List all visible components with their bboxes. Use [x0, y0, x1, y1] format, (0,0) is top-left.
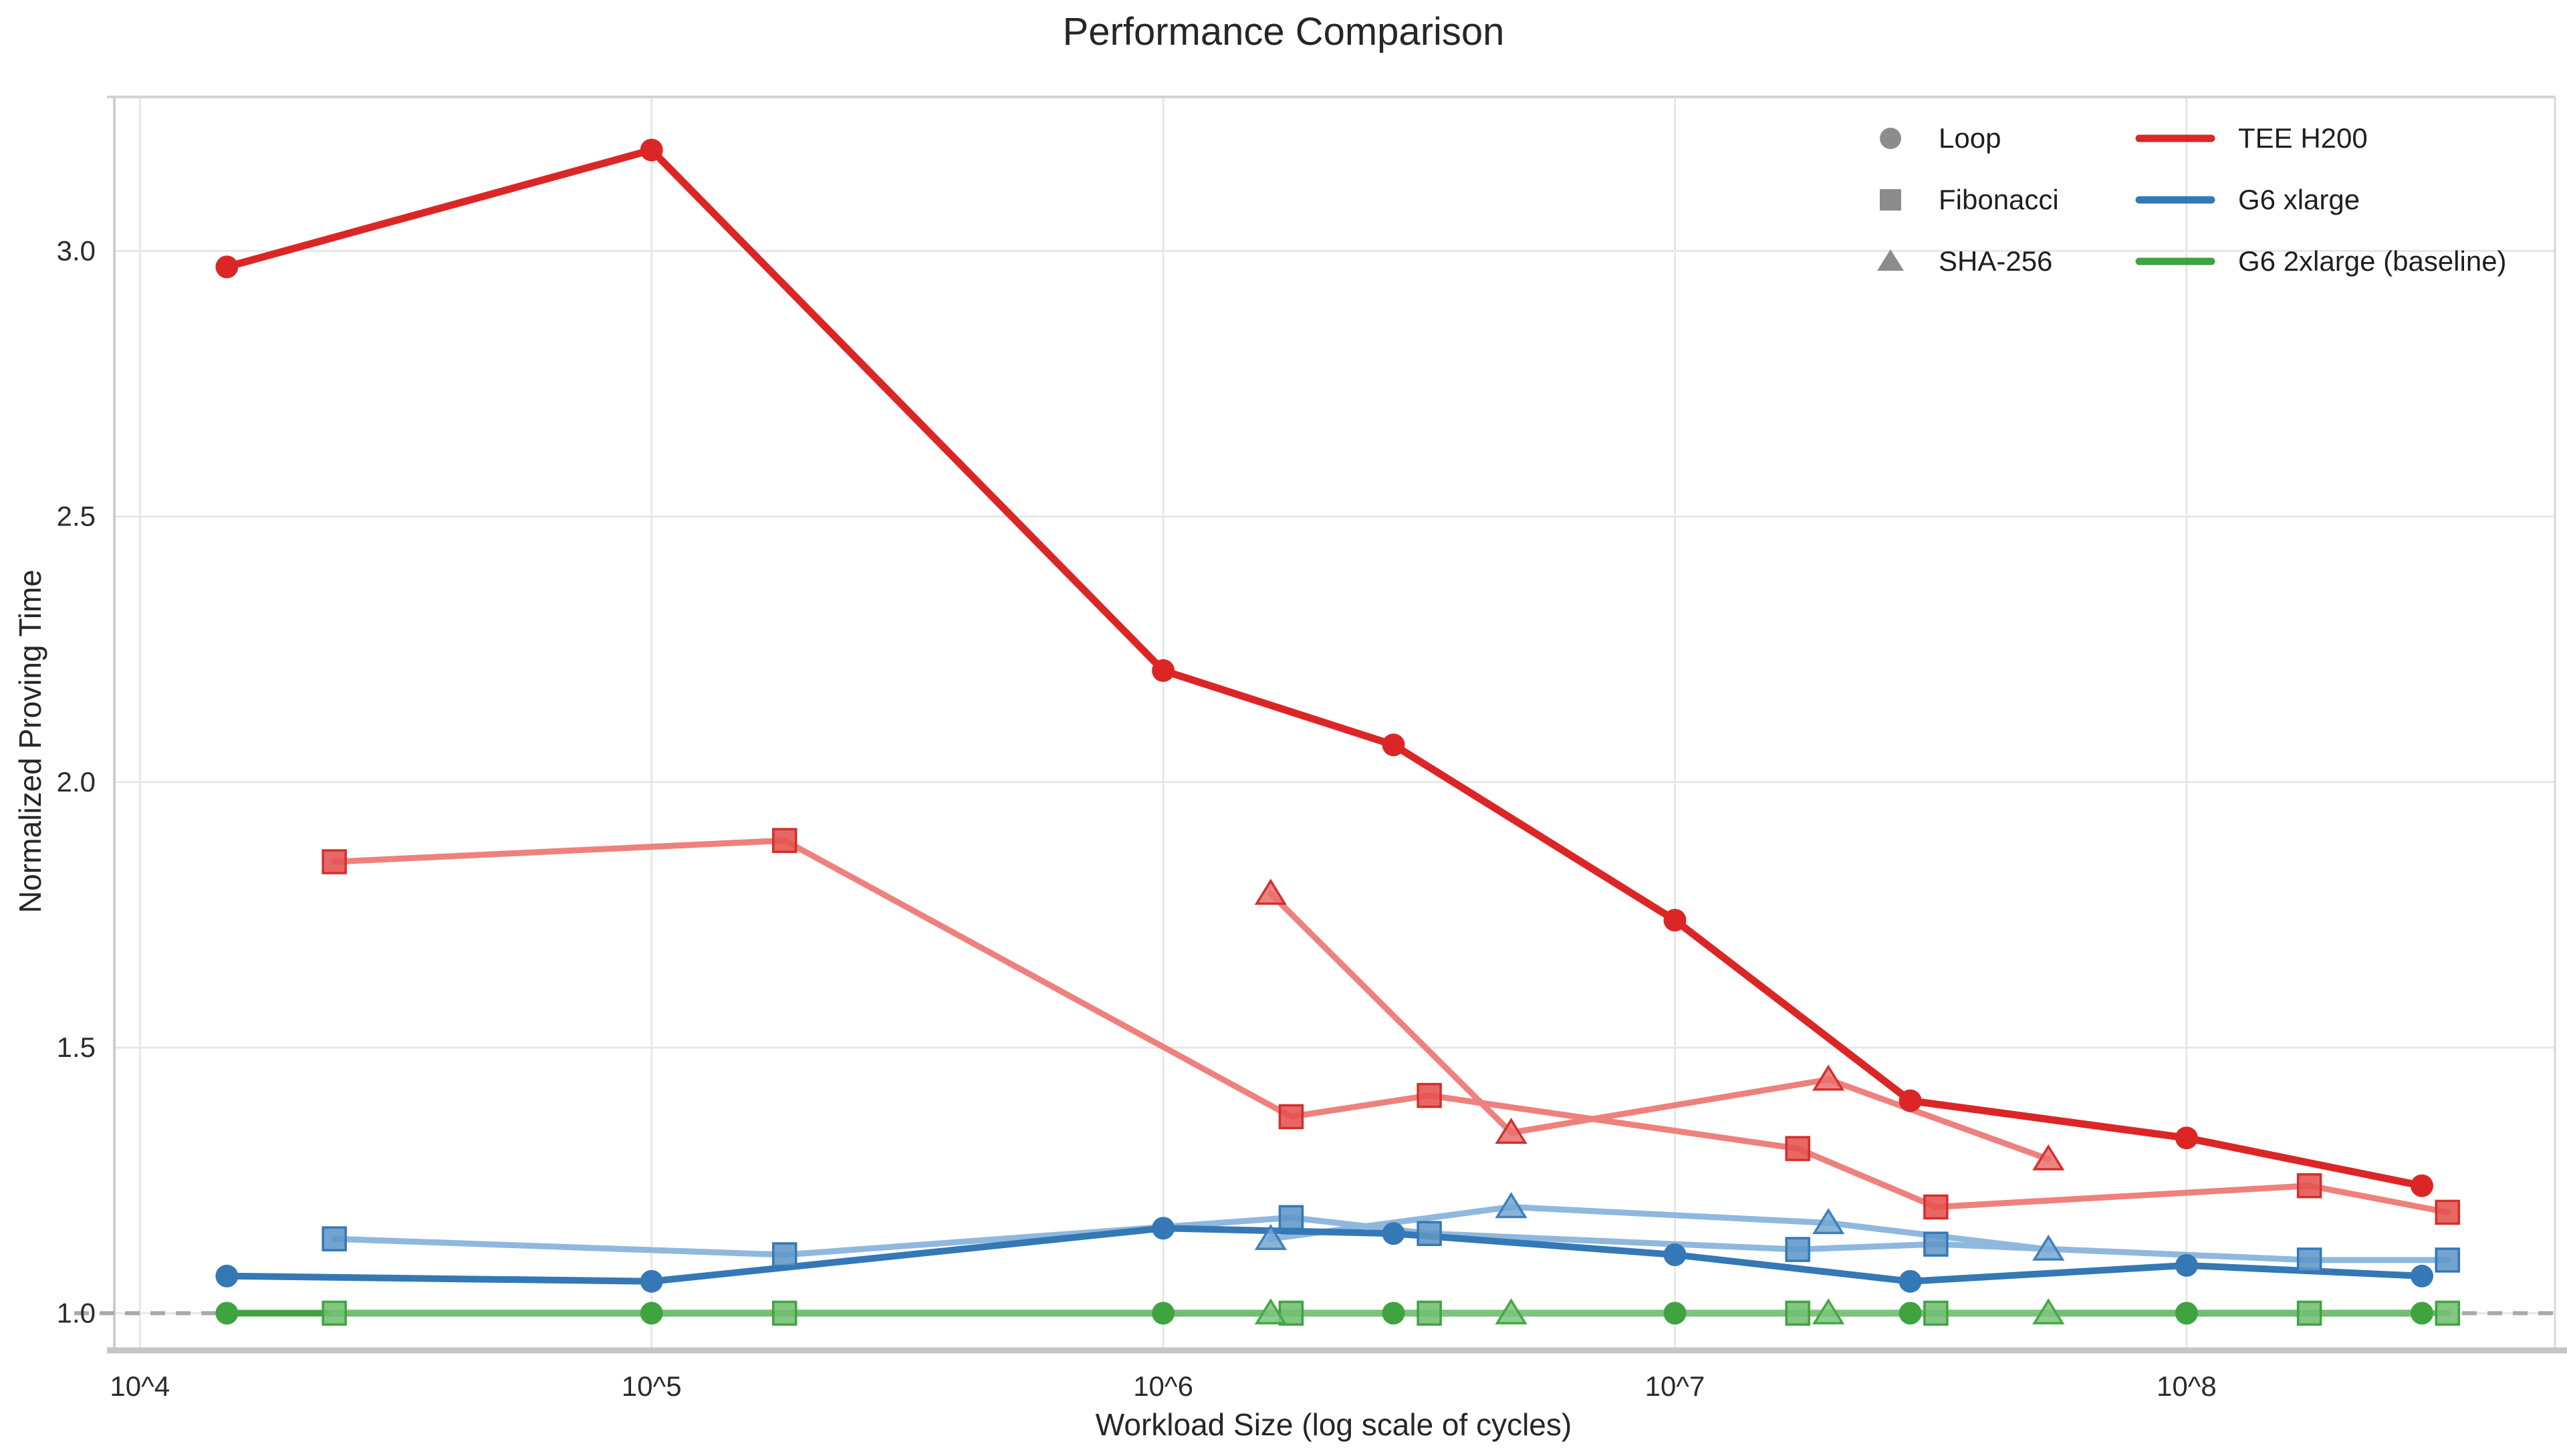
marker-circle-tee-h200 [1663, 908, 1687, 932]
series-line-tee-h200-loop [223, 146, 2426, 1190]
legend-workload-label: Fibonacci [1939, 184, 2059, 215]
legend-instance-label: G6 xlarge [2238, 184, 2360, 215]
marker-circle-g6-2xlarge-baseline- [640, 1302, 663, 1325]
marker-square-g6-2xlarge-baseline- [1923, 1300, 1949, 1326]
marker-circle-g6-xlarge [2410, 1264, 2433, 1288]
marker-square-tee-h200 [1278, 1104, 1304, 1130]
marker-square-tee-h200 [771, 828, 798, 854]
marker-triangle-tee-h200 [2032, 1144, 2065, 1171]
marker-triangle-g6-xlarge [1812, 1207, 1845, 1235]
marker-triangle-g6-xlarge [1495, 1192, 1527, 1219]
marker-triangle-g6-2xlarge-baseline- [2032, 1298, 2065, 1325]
page-title: Performance Comparison [1062, 10, 1505, 53]
marker-circle-g6-xlarge [1663, 1243, 1687, 1266]
marker-circle-tee-h200 [1382, 733, 1405, 757]
marker-triangle-g6-2xlarge-baseline- [1812, 1298, 1845, 1325]
marker-circle-g6-xlarge [2175, 1253, 2198, 1277]
marker-triangle-g6-xlarge [2032, 1234, 2065, 1261]
series-line-g6-xlarge-fibonacci [331, 1214, 2451, 1263]
marker-square-g6-2xlarge-baseline- [1785, 1300, 1810, 1326]
legend-workload-label: Loop [1939, 122, 2001, 154]
marker-triangle-tee-h200 [1495, 1117, 1527, 1144]
legend-workload-label: SHA-256 [1939, 245, 2052, 277]
x-tick-label: 10^6 [1133, 1370, 1193, 1402]
marker-circle-g6-xlarge [215, 1264, 239, 1288]
y-tick-label: 1.0 [57, 1297, 96, 1328]
x-tick-label: 10^5 [622, 1370, 682, 1402]
marker-square-g6-xlarge [2296, 1247, 2322, 1273]
marker-circle-tee-h200 [215, 255, 239, 279]
marker-triangle-g6-2xlarge-baseline- [1254, 1298, 1287, 1325]
legend-square-icon [1880, 189, 1901, 211]
marker-square-g6-xlarge [2435, 1247, 2461, 1273]
y-tick-label: 2.5 [57, 501, 96, 532]
marker-circle-g6-2xlarge-baseline- [1382, 1302, 1405, 1325]
marker-triangle-g6-xlarge [1254, 1223, 1287, 1250]
marker-circle-g6-2xlarge-baseline- [1663, 1302, 1687, 1325]
x-axis-label: Workload Size (log scale of cycles) [1095, 1407, 1572, 1442]
series-line-g6-xlarge-loop [223, 1225, 2425, 1285]
marker-triangle-tee-h200 [1254, 878, 1287, 905]
x-tick-label: 10^7 [1645, 1370, 1705, 1402]
marker-square-tee-h200 [1923, 1194, 1949, 1220]
marker-circle-g6-2xlarge-baseline- [215, 1302, 239, 1325]
series-line-tee-h200-fibonacci [331, 837, 2451, 1215]
marker-square-g6-2xlarge-baseline- [2435, 1300, 2461, 1326]
marker-square-g6-xlarge [771, 1242, 798, 1267]
marker-circle-tee-h200 [2175, 1126, 2198, 1150]
y-tick-label: 3.0 [57, 235, 96, 266]
marker-circle-tee-h200 [1152, 659, 1175, 683]
marker-square-g6-xlarge [1923, 1231, 1949, 1257]
marker-circle-tee-h200 [1899, 1089, 1922, 1112]
marker-circle-g6-xlarge [1382, 1222, 1405, 1245]
marker-square-tee-h200 [1417, 1082, 1442, 1108]
marker-circle-tee-h200 [640, 138, 663, 162]
legend-triangle-icon [1877, 249, 1904, 271]
marker-square-tee-h200 [2296, 1173, 2322, 1199]
marker-square-tee-h200 [1785, 1136, 1810, 1161]
marker-circle-g6-xlarge [1152, 1217, 1175, 1240]
marker-square-g6-xlarge [322, 1226, 347, 1251]
marker-circle-g6-2xlarge-baseline- [1899, 1302, 1922, 1325]
marker-square-g6-2xlarge-baseline- [771, 1300, 798, 1326]
marker-square-g6-xlarge [1785, 1237, 1810, 1262]
marker-square-tee-h200 [322, 849, 347, 874]
series-line-tee-h200-sha-256 [1267, 890, 2052, 1163]
marker-circle-g6-2xlarge-baseline- [2410, 1302, 2433, 1325]
marker-square-g6-2xlarge-baseline- [322, 1300, 347, 1326]
marker-circle-g6-2xlarge-baseline- [1152, 1302, 1175, 1325]
marker-triangle-g6-2xlarge-baseline- [1495, 1298, 1527, 1325]
x-tick-label: 10^8 [2157, 1370, 2217, 1402]
marker-square-g6-2xlarge-baseline- [2296, 1300, 2322, 1326]
legend-circle-icon [1880, 128, 1901, 149]
y-axis-label: Normalized Proving Time [13, 570, 47, 913]
x-tick-label: 10^4 [110, 1370, 170, 1402]
legend-instance-label: TEE H200 [2238, 122, 2368, 154]
marker-square-g6-2xlarge-baseline- [1417, 1300, 1442, 1326]
marker-circle-g6-2xlarge-baseline- [2175, 1302, 2198, 1325]
marker-circle-tee-h200 [2410, 1174, 2433, 1197]
marker-square-tee-h200 [2435, 1199, 2461, 1225]
y-tick-label: 2.0 [57, 766, 96, 798]
marker-square-g6-xlarge [1417, 1221, 1442, 1246]
marker-circle-g6-xlarge [640, 1269, 663, 1293]
marker-triangle-tee-h200 [1812, 1064, 1845, 1091]
legend-instance-label: G6 2xlarge (baseline) [2238, 245, 2507, 277]
marker-circle-g6-xlarge [1899, 1269, 1922, 1293]
marker-square-g6-xlarge [1278, 1205, 1304, 1231]
y-tick-label: 1.5 [57, 1032, 96, 1063]
